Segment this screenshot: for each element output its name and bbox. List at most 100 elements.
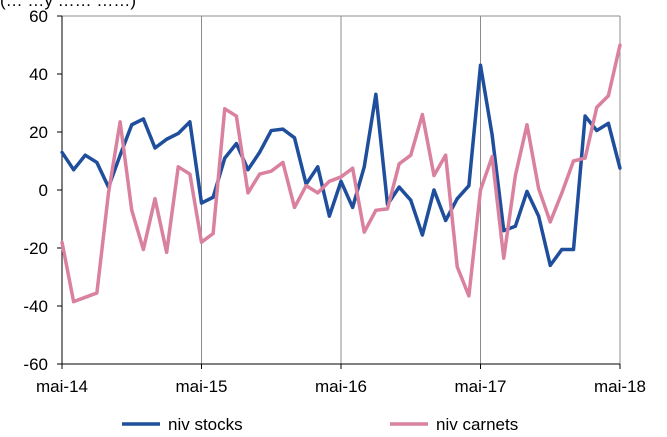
- data-point: [211, 231, 215, 236]
- series-points-niv-stocks: [60, 63, 622, 267]
- data-point: [397, 162, 401, 166]
- data-point: [165, 250, 169, 254]
- data-point: [455, 197, 459, 201]
- chart-title-partial: (… …y …… ……): [0, 0, 136, 10]
- data-point: [606, 94, 610, 98]
- data-point: [327, 179, 331, 183]
- x-tick-label: mai-15: [176, 377, 228, 396]
- data-point: [234, 114, 238, 118]
- series-points-niv-carnets: [60, 43, 622, 304]
- data-point: [362, 165, 366, 169]
- data-point: [246, 191, 250, 195]
- data-point: [72, 168, 76, 172]
- data-point: [618, 166, 622, 170]
- x-tick-label: mai-17: [455, 377, 507, 396]
- y-tick-label: 20: [29, 123, 48, 142]
- axes: mai-14 mai-15 mai-16 mai-17 mai-18 60 40 20 0 -20…: [23, 7, 646, 396]
- data-point: [176, 165, 180, 169]
- data-point: [595, 105, 599, 109]
- data-point: [490, 155, 494, 159]
- data-point: [316, 191, 320, 195]
- data-point: [176, 131, 180, 136]
- data-point: [478, 188, 483, 192]
- data-point: [513, 224, 517, 228]
- data-point: [339, 179, 343, 183]
- series-lines: [60, 43, 622, 304]
- data-point: [141, 117, 145, 121]
- data-point: [548, 220, 552, 224]
- y-tick-label: -60: [23, 355, 48, 374]
- data-point: [560, 247, 564, 252]
- data-point: [72, 300, 76, 304]
- legend-item-niv-carnets: niv carnets: [390, 415, 518, 434]
- x-tick-label: mai-16: [315, 377, 367, 396]
- data-point: [165, 137, 169, 141]
- x-tick-label: mai-14: [36, 377, 88, 396]
- data-point: [351, 166, 355, 170]
- data-point: [490, 133, 494, 137]
- data-point: [153, 197, 157, 201]
- data-point: [246, 168, 250, 172]
- data-point: [409, 153, 413, 157]
- data-point: [420, 233, 424, 237]
- y-tick-label: -40: [23, 297, 48, 316]
- data-point: [258, 150, 262, 154]
- data-point: [199, 201, 204, 205]
- grid-lines: [201, 16, 621, 364]
- data-point: [304, 184, 308, 188]
- data-point: [432, 173, 436, 178]
- data-point: [374, 208, 378, 212]
- y-tick-label: -20: [23, 239, 48, 258]
- data-point: [153, 146, 157, 150]
- data-point: [118, 120, 122, 124]
- data-point: [560, 191, 564, 195]
- data-point: [362, 230, 366, 234]
- data-point: [327, 214, 331, 218]
- data-point: [223, 156, 227, 160]
- data-point: [95, 160, 99, 165]
- data-point: [583, 114, 587, 118]
- data-point: [223, 107, 227, 111]
- data-point: [374, 92, 378, 96]
- data-point: [409, 198, 413, 202]
- data-point: [537, 186, 541, 191]
- legend-item-niv-stocks: niv stocks: [122, 415, 243, 434]
- data-point: [525, 123, 529, 127]
- data-point: [525, 189, 529, 194]
- data-point: [199, 240, 204, 244]
- data-point: [385, 207, 390, 211]
- data-point: [188, 172, 192, 176]
- data-point: [478, 63, 483, 67]
- legend-label: niv stocks: [168, 415, 243, 434]
- data-point: [467, 184, 471, 188]
- data-point: [571, 247, 576, 252]
- data-point: [118, 153, 122, 157]
- data-point: [548, 263, 552, 267]
- data-point: [281, 160, 285, 165]
- data-point: [502, 229, 506, 233]
- y-tick-label: 0: [39, 181, 48, 200]
- x-tick-label: mai-18: [594, 377, 646, 396]
- data-point: [292, 136, 297, 140]
- data-point: [618, 43, 622, 47]
- legend-label: niv carnets: [436, 415, 518, 434]
- data-point: [583, 156, 587, 160]
- y-tick-label: 60: [29, 7, 48, 26]
- data-point: [467, 294, 471, 298]
- data-point: [502, 256, 506, 260]
- data-point: [571, 159, 576, 163]
- data-point: [316, 165, 320, 169]
- data-point: [455, 265, 459, 269]
- data-point: [420, 113, 424, 117]
- data-point: [537, 214, 541, 218]
- y-tick-label: 40: [29, 65, 48, 84]
- data-point: [595, 128, 599, 133]
- data-point: [83, 295, 87, 299]
- data-point: [606, 121, 610, 125]
- data-point: [83, 153, 87, 157]
- data-point: [292, 205, 297, 209]
- data-point: [432, 188, 436, 192]
- data-point: [60, 150, 64, 154]
- data-point: [281, 127, 285, 131]
